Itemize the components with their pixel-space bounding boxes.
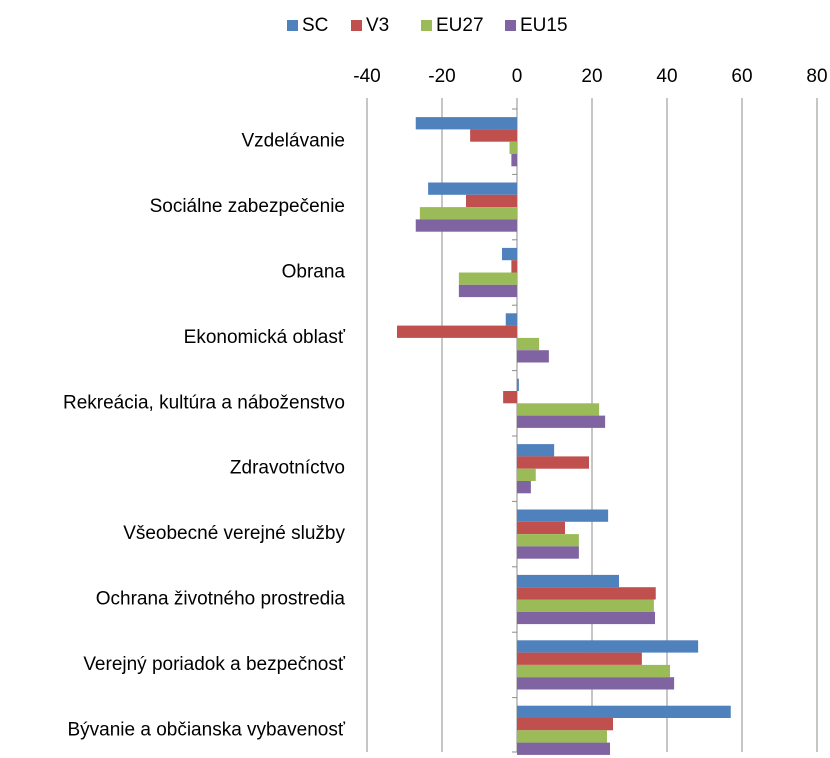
- bar: [466, 194, 517, 208]
- bar: [517, 718, 613, 731]
- bar: [517, 599, 654, 612]
- bar: [511, 260, 517, 273]
- bar: [517, 468, 536, 481]
- bar: [458, 272, 517, 285]
- bar: [503, 391, 517, 404]
- bar: [458, 284, 517, 298]
- bar: [428, 182, 517, 195]
- bar: [517, 664, 670, 678]
- bar: [517, 415, 606, 428]
- bar: [502, 247, 517, 261]
- bar: [517, 742, 610, 755]
- category-label: Ochrana životného prostredia: [96, 589, 346, 610]
- bar: [415, 219, 517, 232]
- bar: [517, 652, 642, 665]
- bar: [517, 521, 565, 535]
- category-label: Sociálne zabezpečenie: [150, 196, 345, 217]
- bar: [517, 677, 675, 690]
- x-tick-label: 0: [512, 66, 523, 87]
- bar: [517, 403, 600, 416]
- category-label: Bývanie a občianska vybavenosť: [67, 719, 345, 740]
- bar: [397, 325, 517, 338]
- bar: [517, 640, 699, 653]
- bar: [517, 378, 519, 391]
- legend-label: SC: [302, 15, 328, 36]
- legend-swatch: [351, 20, 362, 31]
- bar: [470, 129, 517, 142]
- x-tick-label: 60: [731, 66, 752, 87]
- category-label: Vzdelávanie: [241, 131, 345, 152]
- bar: [517, 534, 579, 547]
- category-label: Všeobecné verejné služby: [123, 523, 345, 544]
- bar: [517, 456, 589, 469]
- bar: [517, 350, 549, 363]
- legend-label: EU15: [520, 15, 568, 36]
- bar: [517, 611, 655, 625]
- bar: [517, 587, 656, 600]
- category-label: Rekreácia, kultúra a náboženstvo: [63, 392, 345, 413]
- category-label: Ekonomická oblasť: [184, 327, 346, 348]
- x-tick-label: 80: [806, 66, 827, 87]
- bar: [517, 337, 540, 351]
- bar: [415, 117, 517, 130]
- bar: [505, 313, 517, 326]
- legend-swatch: [287, 20, 298, 31]
- bar: [517, 574, 619, 588]
- bar: [509, 141, 517, 154]
- category-label: Obrana: [282, 262, 346, 283]
- x-tick-label: 40: [656, 66, 677, 87]
- x-tick-label: -40: [353, 66, 380, 87]
- x-tick-label: 20: [581, 66, 602, 87]
- legend-label: V3: [366, 15, 389, 36]
- bar: [419, 207, 517, 220]
- bar: [517, 509, 609, 522]
- category-label: Zdravotníctvo: [230, 458, 345, 479]
- bar: [517, 730, 607, 743]
- bar: [517, 481, 531, 494]
- bar: [517, 705, 731, 718]
- category-label: Verejný poriadok a bezpečnosť: [83, 654, 346, 675]
- bar: [511, 154, 517, 167]
- legend-swatch: [505, 20, 516, 31]
- legend-label: EU27: [436, 15, 484, 36]
- x-tick-label: -20: [428, 66, 455, 87]
- legend-swatch: [421, 20, 432, 31]
- bar: [517, 444, 555, 457]
- bar: [517, 546, 579, 559]
